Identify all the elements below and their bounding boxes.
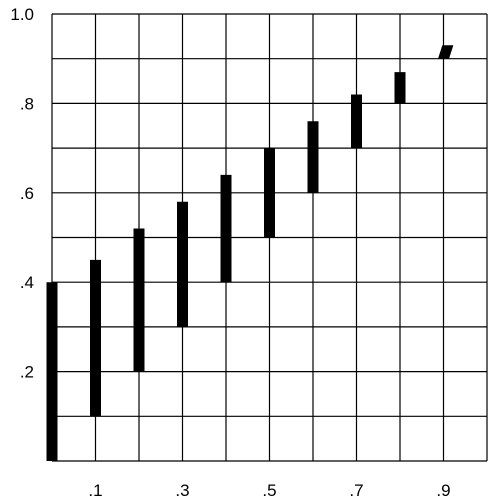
range-bar — [177, 201, 188, 327]
y-tick-label: 1.0 — [10, 5, 34, 24]
x-tick-label: .3 — [175, 481, 189, 500]
y-tick-label: .4 — [20, 273, 34, 292]
x-tick-label: .9 — [436, 481, 450, 500]
y-tick-label: .6 — [20, 184, 34, 203]
x-axis-tick-labels: .1 .3 .5 .7 .9 — [88, 481, 450, 500]
range-bar — [133, 228, 145, 372]
x-tick-label: .1 — [88, 481, 102, 500]
y-tick-label: .8 — [20, 94, 34, 113]
range-bar — [90, 259, 101, 417]
x-tick-label: .7 — [349, 481, 363, 500]
x-tick-label: .5 — [262, 481, 276, 500]
range-bar — [46, 282, 58, 461]
y-tick-label: .2 — [20, 363, 34, 382]
range-bar — [351, 94, 362, 149]
range-bar — [438, 45, 454, 59]
range-bars — [46, 45, 454, 461]
range-bar — [394, 72, 406, 104]
y-axis-tick-labels: .2 .4 .6 .8 1.0 — [10, 5, 34, 382]
range-bar — [307, 121, 319, 193]
range-bar — [264, 148, 275, 238]
range-bar — [220, 174, 232, 283]
